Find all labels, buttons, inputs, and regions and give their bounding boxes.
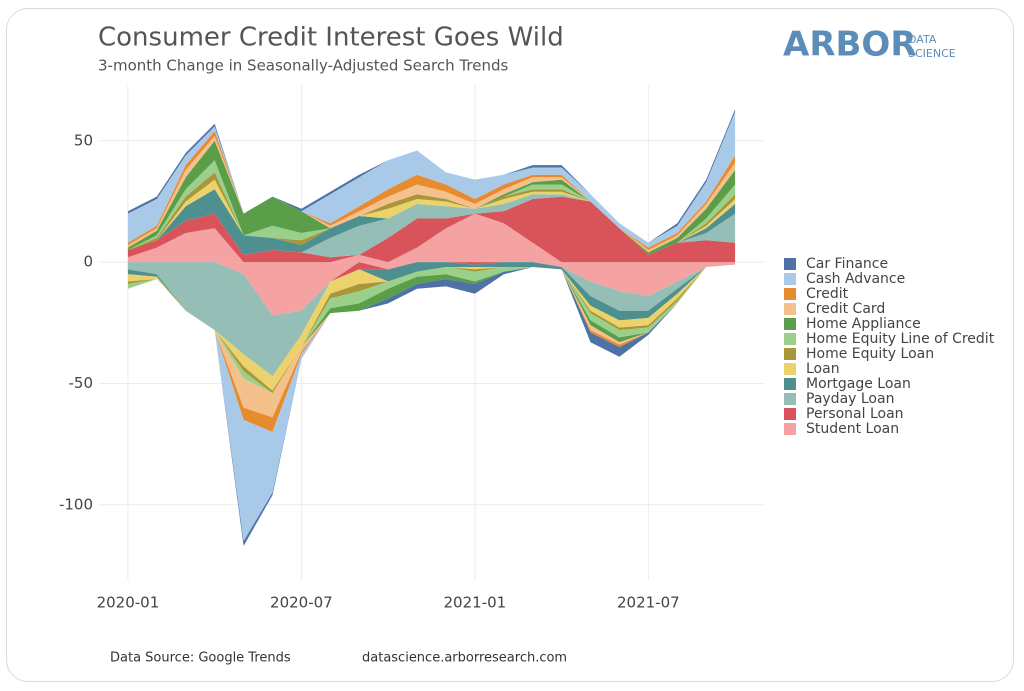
area [127,264,736,418]
legend-swatch [784,378,796,390]
logo-tagline: SCIENCE [908,47,956,60]
legend-label: Credit Card [806,301,885,317]
card [6,8,1014,682]
area [127,140,736,255]
legend-swatch [784,273,796,285]
y-tick-label: -50 [69,374,94,392]
chart-subtitle: 3-month Change in Seasonally-Adjusted Se… [98,57,508,75]
area [127,136,736,253]
legend-label: Home Appliance [806,316,921,332]
legend-swatch [784,348,796,360]
y-tick-label: 0 [83,253,93,271]
area [127,196,736,263]
x-tick-label: 2020-07 [270,594,333,612]
legend-swatch [784,318,796,330]
legend-label: Personal Loan [806,406,904,422]
legend-label: Student Loan [806,421,899,437]
legend-label: Cash Advance [806,271,905,287]
area [127,262,736,316]
y-tick-label: -100 [59,495,93,513]
legend-swatch [784,363,796,375]
x-tick-label: 2020-01 [97,594,160,612]
legend-swatch [784,423,796,435]
source: Data Source: Google Trends [110,651,291,666]
x-tick-label: 2021-01 [444,594,507,612]
legend-label: Payday Loan [806,391,894,407]
legend-label: Home Equity Line of Credit [806,331,995,347]
area [127,264,736,394]
legend-label: Car Finance [806,256,888,272]
y-tick-label: 50 [74,131,93,149]
legend-label: Home Equity Loan [806,346,934,362]
area [127,213,736,263]
legend-swatch [784,258,796,270]
legend-swatch [784,333,796,345]
legend-swatch [784,408,796,420]
x-tick-label: 2021-07 [617,594,680,612]
legend-swatch [784,288,796,300]
legend-swatch [784,393,796,405]
area [127,262,736,377]
legend-label: Loan [806,361,840,377]
logo-name: ARBOR [783,25,917,65]
area [127,111,736,248]
legend-label: Mortgage Loan [806,376,911,392]
logo-tagline: DATA [908,33,937,46]
legend-label: Credit [806,286,849,302]
url: datascience.arborresearch.com [362,651,567,666]
area [127,262,736,377]
legend-swatch [784,303,796,315]
chart-title: Consumer Credit Interest Goes Wild [98,23,564,53]
area [127,160,736,255]
area [127,194,736,258]
